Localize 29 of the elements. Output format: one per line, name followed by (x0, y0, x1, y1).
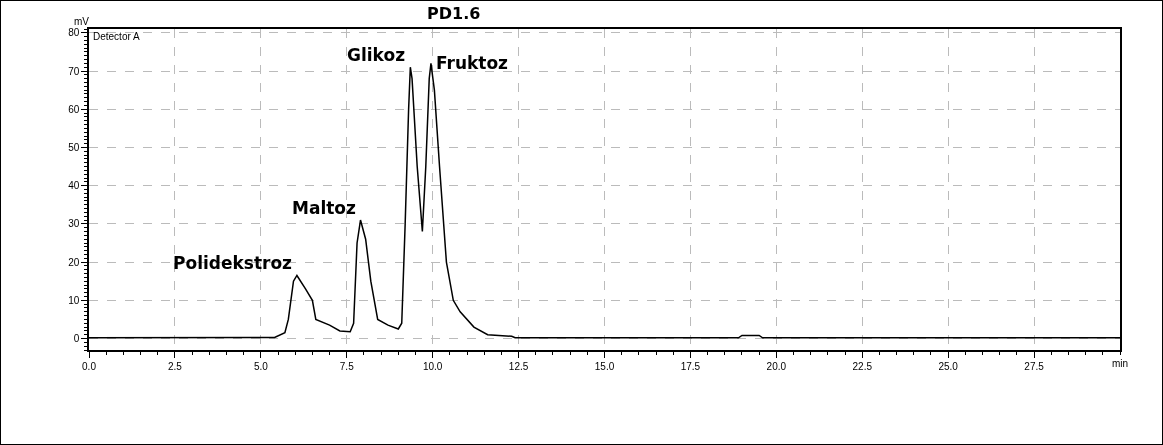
y-axis-title: mV (74, 16, 90, 27)
x-tick-label: 20.0 (766, 360, 787, 372)
y-tick-label: 80 (68, 27, 80, 39)
x-tick-label: 22.5 (852, 360, 873, 372)
y-tick-label: 50 (68, 141, 80, 153)
x-tick-label: 7.5 (339, 360, 355, 372)
x-tick-label: 15.0 (594, 360, 615, 372)
x-tick-label: 27.5 (1024, 360, 1045, 372)
x-tick-label: 25.0 (938, 360, 959, 372)
annotation: Polidekstroz (173, 253, 293, 273)
x-tick-label: 5.0 (253, 360, 269, 372)
y-tick-label: 70 (68, 65, 80, 77)
x-axis-title: min (1112, 358, 1129, 369)
annotation: Detector A (93, 31, 141, 42)
y-tick-label: 0 (73, 333, 80, 345)
annotation: Glikoz (347, 45, 406, 65)
x-tick-label: 2.5 (167, 360, 183, 372)
chart-title: PD1.6 (427, 3, 481, 23)
y-tick-label: 20 (68, 256, 80, 268)
y-tick-label: 60 (68, 103, 80, 115)
y-tick-label: 40 (68, 180, 80, 192)
y-tick-label: 30 (68, 218, 80, 230)
annotation: Fruktoz (436, 53, 509, 73)
x-tick-label: 12.5 (508, 360, 529, 372)
x-tick-label: 0.0 (82, 360, 97, 372)
y-tick-label: 10 (68, 294, 80, 306)
x-tick-label: 17.5 (680, 360, 701, 372)
x-tick-label: 10.0 (422, 360, 443, 372)
annotation: Maltoz (292, 198, 357, 218)
